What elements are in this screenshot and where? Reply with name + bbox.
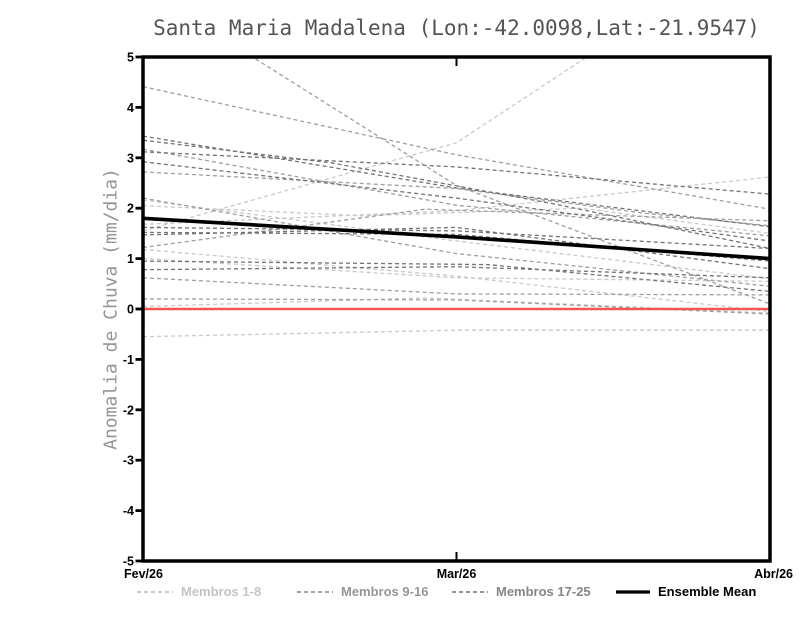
member-lines-layer	[143, 57, 770, 338]
y-tick-label: -5	[123, 555, 134, 569]
dashed-line-sample-icon	[137, 590, 173, 593]
member-line	[143, 297, 770, 314]
y-tick-label: -4	[123, 504, 134, 518]
member-line	[143, 148, 770, 237]
dashed-line-sample-icon	[297, 590, 333, 593]
legend-label: Ensemble Mean	[658, 584, 757, 599]
legend-label: Membros 17-25	[496, 584, 591, 599]
member-line	[143, 139, 770, 250]
y-tick-label: 3	[127, 151, 134, 165]
chart-title: Santa Maria Madalena (Lon:-42.0098,Lat:-…	[153, 16, 760, 40]
y-tick-label: 0	[127, 303, 134, 317]
y-tick-label: 2	[127, 202, 134, 216]
legend-item-ensemble-mean: Ensemble Mean	[616, 584, 756, 599]
dashed-line-sample-icon	[452, 590, 488, 593]
y-tick-label: 4	[127, 101, 134, 115]
y-tick-label: -3	[123, 454, 134, 468]
member-line	[143, 57, 588, 232]
member-line	[143, 260, 770, 293]
legend-item-membros-1-8: Membros 1-8	[137, 584, 261, 599]
member-line	[143, 161, 770, 242]
y-tick-label: 1	[127, 252, 134, 266]
member-line	[143, 208, 770, 249]
member-line	[143, 135, 770, 228]
x-tick-label: Fev/26	[124, 567, 163, 581]
legend-item-membros-17-25: Membros 17-25	[452, 584, 591, 599]
member-line	[143, 199, 770, 280]
x-tick-label: Mar/26	[437, 567, 477, 581]
ensemble-mean-line	[142, 216, 771, 261]
legend-item-membros-9-16: Membros 9-16	[297, 584, 428, 599]
y-tick-label: -1	[123, 353, 134, 367]
x-tick-label: Abr/26	[754, 567, 793, 581]
axis-frame	[141, 55, 772, 563]
legend-label: Membros 9-16	[341, 584, 429, 599]
member-line	[143, 205, 770, 235]
y-tick-label: -2	[123, 403, 134, 417]
legend-label: Membros 1-8	[181, 584, 262, 599]
member-line	[143, 86, 770, 210]
solid-line-sample-icon	[616, 589, 650, 594]
member-line	[143, 197, 770, 287]
member-line	[143, 329, 770, 338]
y-tick-label: 5	[127, 51, 134, 65]
